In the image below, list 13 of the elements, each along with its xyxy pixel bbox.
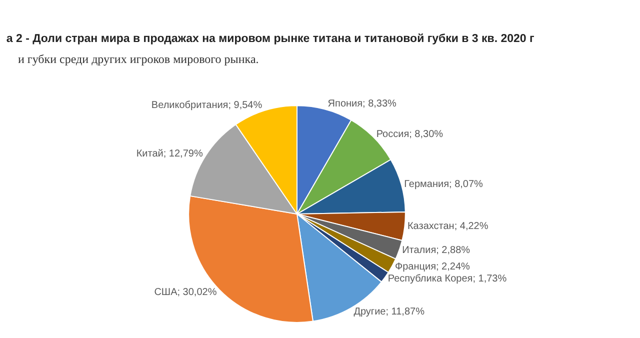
chart-title: а 2 - Доли стран мира в продажах на мировом рынке титана и титановой губки в 3 кв. 2020 г bbox=[6, 32, 535, 45]
slice-label: Германия; 8,07% bbox=[404, 178, 484, 190]
slice-label: Россия; 8,30% bbox=[376, 129, 444, 140]
slice-label: Другие; 11,87% bbox=[354, 306, 425, 318]
slice-label: Китай; 12,79% bbox=[136, 148, 203, 160]
slice-label: Республика Корея; 1,73% bbox=[388, 274, 507, 285]
text: и губки среди других игроков мирового рынка. bbox=[18, 52, 259, 66]
slice-label: Япония; 8,33% bbox=[328, 98, 397, 110]
slice-label: Италия; 2,88% bbox=[402, 244, 470, 256]
slice-label: Великобритания; 9,54% bbox=[151, 100, 262, 111]
slice-label: Казахстан; 4,22% bbox=[407, 220, 488, 232]
slice-label: Франция; 2,24% bbox=[395, 262, 470, 273]
slice-label: США; 30,02% bbox=[154, 287, 217, 298]
